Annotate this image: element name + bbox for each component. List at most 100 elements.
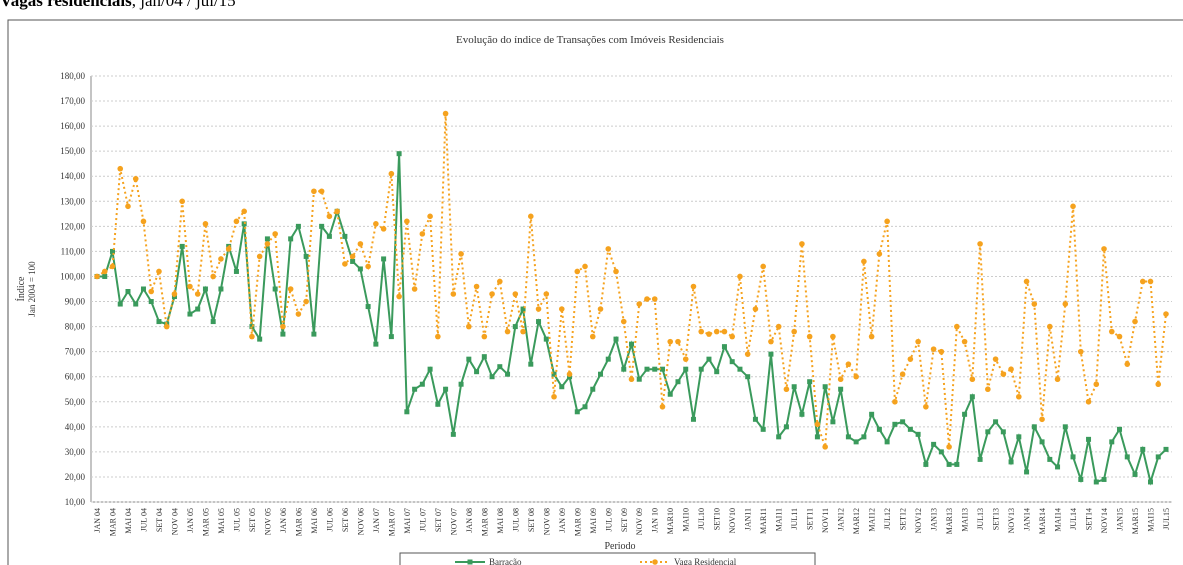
marker <box>466 323 472 330</box>
marker <box>651 296 658 302</box>
marker <box>280 331 286 337</box>
legend-marker <box>652 559 658 565</box>
marker <box>179 243 185 249</box>
marker <box>1101 476 1107 482</box>
legend-box <box>399 552 816 565</box>
marker <box>287 286 294 292</box>
marker <box>489 374 495 380</box>
marker <box>404 409 410 415</box>
marker <box>892 421 898 427</box>
marker <box>380 226 387 232</box>
marker <box>636 376 642 382</box>
x-tick-label: NOV14 <box>1100 508 1109 533</box>
marker <box>1031 301 1038 307</box>
x-tick-label: MAR15 <box>1131 508 1140 534</box>
marker <box>814 434 820 440</box>
marker <box>388 170 395 177</box>
marker <box>311 188 317 195</box>
marker <box>876 251 883 257</box>
marker <box>923 403 929 410</box>
x-tick-label: JAN 06 <box>279 508 288 533</box>
caption-rest: , jan/04 / jul/15 <box>131 0 236 10</box>
x-tick-label: SET 05 <box>248 508 257 532</box>
marker <box>706 356 712 362</box>
marker <box>481 333 488 340</box>
marker <box>466 356 472 362</box>
marker <box>357 266 363 272</box>
marker <box>582 404 588 410</box>
marker <box>698 328 705 335</box>
marker <box>1039 439 1045 445</box>
x-tick-label: MAI10 <box>682 508 691 532</box>
marker <box>853 373 859 380</box>
marker <box>1117 426 1123 432</box>
x-tick-label: SET12 <box>899 508 908 530</box>
marker <box>342 261 348 267</box>
marker <box>752 416 758 422</box>
marker <box>807 379 813 385</box>
marker <box>295 223 301 229</box>
marker <box>768 351 774 357</box>
marker <box>760 263 766 270</box>
marker <box>713 328 720 335</box>
marker <box>202 286 208 292</box>
x-tick-label: JUL10 <box>697 508 706 530</box>
marker <box>435 333 441 340</box>
x-tick-label: JAN11 <box>744 508 753 530</box>
y-tick-label: 60,00 <box>65 372 86 382</box>
x-tick-label: JUL11 <box>790 508 799 529</box>
marker <box>737 273 743 280</box>
marker <box>101 268 108 275</box>
marker <box>481 354 487 360</box>
marker <box>210 273 216 280</box>
marker <box>450 291 457 297</box>
marker <box>264 241 271 247</box>
marker <box>373 341 379 347</box>
x-tick-label: JAN13 <box>930 508 939 531</box>
marker <box>528 361 534 367</box>
x-tick-label: MAI 04 <box>124 508 133 534</box>
marker <box>644 296 650 302</box>
y-tick-label: 170,00 <box>60 96 85 106</box>
marker <box>396 151 402 157</box>
marker <box>1070 454 1076 460</box>
marker <box>427 213 433 220</box>
caption-bold: Vagas residenciais <box>0 0 132 10</box>
marker <box>318 188 325 195</box>
x-tick-label: JUL 05 <box>232 508 241 531</box>
marker <box>946 444 952 450</box>
y-tick-label: 40,00 <box>65 422 86 432</box>
marker <box>1039 416 1045 423</box>
marker <box>551 371 557 377</box>
legend-label: Barracão <box>489 557 522 565</box>
marker <box>868 333 875 340</box>
marker <box>1062 301 1069 307</box>
marker <box>419 381 425 387</box>
marker <box>652 366 658 372</box>
marker <box>861 258 867 265</box>
marker <box>636 301 643 307</box>
x-tick-label: MAI13 <box>961 508 970 532</box>
chart-title: Evolução do índice de Transações com Imó… <box>456 34 724 46</box>
marker <box>830 333 836 340</box>
marker <box>1124 454 1130 460</box>
x-tick-label: MAR 06 <box>294 508 303 536</box>
marker <box>737 366 743 372</box>
marker <box>443 386 449 392</box>
marker <box>218 256 224 262</box>
marker <box>1093 479 1099 485</box>
y-axis-sublabel: Jan 2004 = 100 <box>27 261 37 317</box>
x-tick-label: JUL 09 <box>604 508 613 531</box>
marker <box>109 263 116 270</box>
marker <box>288 236 294 242</box>
x-tick-label: JUL 07 <box>418 508 427 531</box>
marker <box>132 175 139 182</box>
x-tick-label: MAR14 <box>1038 508 1047 534</box>
marker <box>954 461 960 467</box>
marker <box>179 198 186 205</box>
marker <box>605 246 612 252</box>
marker <box>776 434 782 440</box>
x-tick-label: JUL14 <box>1069 508 1078 530</box>
marker <box>621 366 627 372</box>
